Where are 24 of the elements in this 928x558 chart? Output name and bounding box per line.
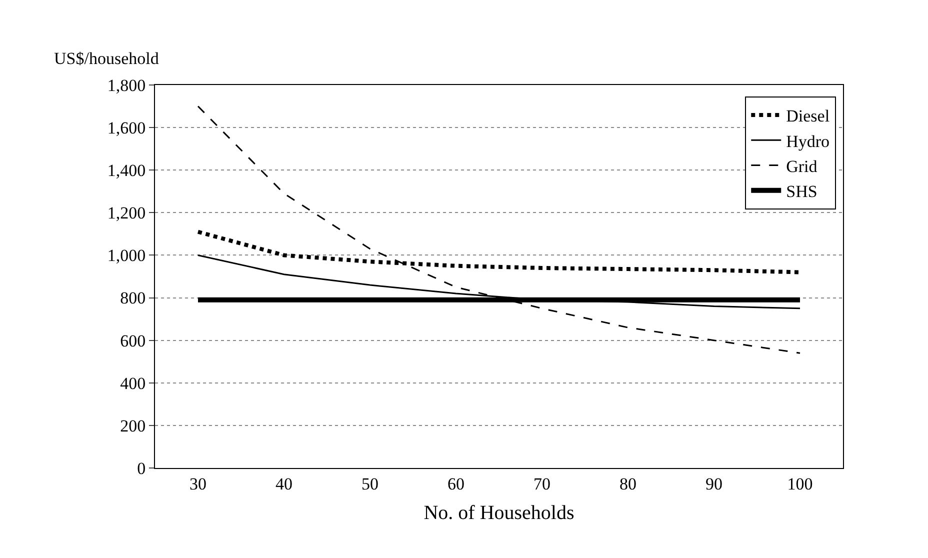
y-tick-label: 600 <box>120 331 146 350</box>
x-tick-label: 50 <box>362 474 378 494</box>
y-tick-label: 1,400 <box>107 161 146 180</box>
y-tick-label: 1,800 <box>107 76 146 95</box>
y-tick-label: 200 <box>120 416 146 436</box>
legend-label: SHS <box>786 182 818 201</box>
x-axis-title: No. of Households <box>424 502 574 524</box>
y-tick-label: 0 <box>137 458 146 478</box>
x-tick-label: 60 <box>448 474 464 494</box>
x-tick-label: 90 <box>706 474 722 494</box>
x-tick-label: 70 <box>534 474 550 494</box>
y-axis-title: US$/household <box>54 49 160 68</box>
x-tick-label: 100 <box>787 474 813 494</box>
legend-label: Grid <box>786 156 818 176</box>
y-tick-label: 400 <box>120 374 146 393</box>
y-tick-label: 1,200 <box>107 204 146 223</box>
x-tick-label: 30 <box>190 474 206 494</box>
y-tick-label: 1,600 <box>107 118 146 138</box>
x-tick-label: 40 <box>276 474 292 494</box>
legend-label: Diesel <box>786 106 830 126</box>
y-tick-label: 1,000 <box>107 246 146 266</box>
legend-label: Hydro <box>786 132 830 151</box>
x-tick-label: 80 <box>620 474 636 494</box>
y-tick-label: 800 <box>120 288 146 308</box>
